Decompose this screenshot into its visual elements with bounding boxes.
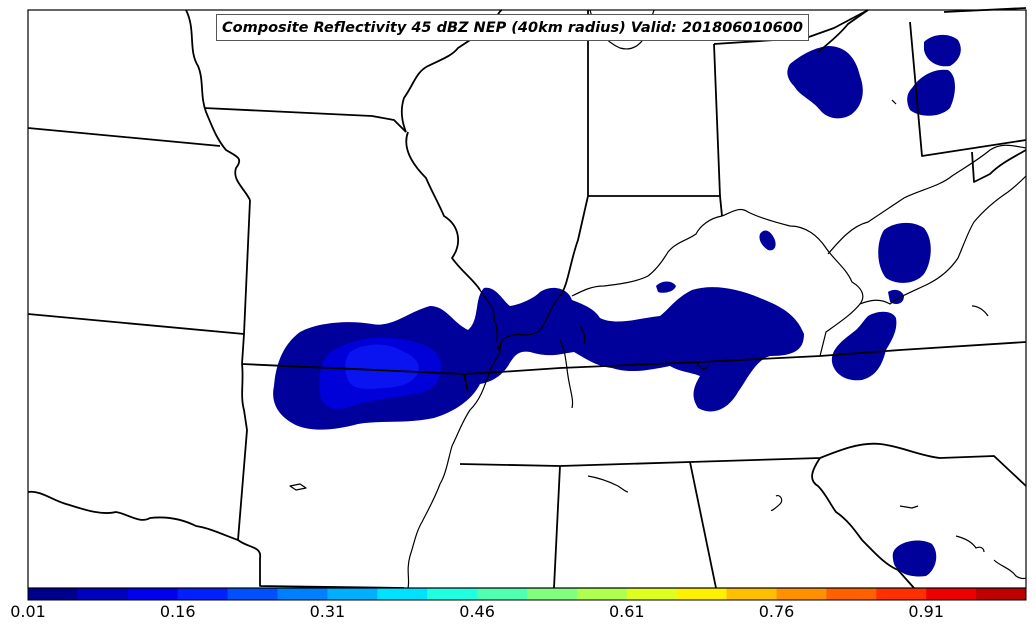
colorbar-segment [876,588,927,600]
colorbar-tick-label: 0.01 [10,602,46,621]
colorbar-segment [377,588,428,600]
map-frame [27,9,1027,589]
colorbar-tick-label: 0.61 [608,602,645,621]
map-title: Composite Reflectivity 45 dBZ NEP (40km … [216,14,809,41]
colorbar-segment [726,588,777,600]
colorbar-segment [976,588,1027,600]
colorbar-segment [227,588,278,600]
colorbar-segment [576,588,628,600]
state-boundaries [27,7,1027,589]
colorbar-tick-label: 0.31 [309,602,346,621]
colorbar-tick-label: 0.76 [758,602,795,621]
colorbar-tick-label: 0.91 [908,602,944,621]
nep-area-arkansas-high [345,344,419,390]
colorbar-segment [277,588,328,600]
rivers-coastlines [289,9,1027,589]
colorbar-segment [926,588,977,600]
colorbar-segment [177,588,229,600]
colorbar-segment [826,588,877,600]
colorbar-segment [527,588,578,600]
colorbar-segment [626,588,678,600]
map-background [28,10,1026,588]
probability-areas [273,34,961,577]
nep-area-va-tn [831,311,897,381]
colorbar [28,588,1027,600]
nep-area-sc [892,540,937,577]
nep-area-ky-spot [656,281,676,293]
nep-area-wv-small [888,289,904,304]
nep-area-ohio-north [787,46,863,119]
colorbar-segment [427,588,478,600]
colorbar-tick-label: 0.16 [159,602,196,621]
nep-area-ohio-east2 [907,69,955,116]
colorbar-tick-label: 0.46 [459,602,495,621]
nep-area-ky-small [759,230,776,251]
colorbar-segment [776,588,827,600]
nep-area-wv [878,222,931,283]
colorbar-segment [327,588,378,600]
nep-area-ohio-east [924,34,961,67]
colorbar-segment [127,588,179,600]
colorbar-segment [676,588,728,600]
colorbar-segment [477,588,528,600]
colorbar-segment [28,588,79,600]
colorbar-segment [77,588,129,600]
